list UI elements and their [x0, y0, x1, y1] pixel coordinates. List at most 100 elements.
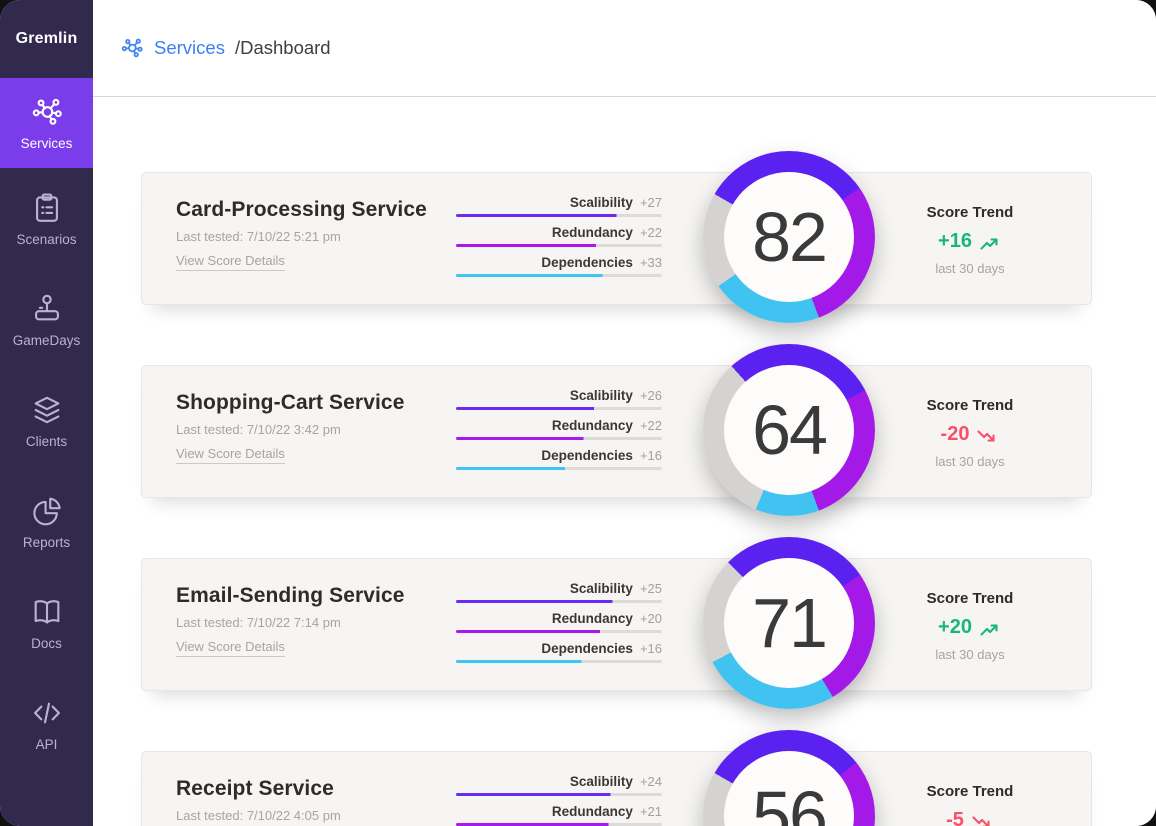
metric-label: Scalibility	[569, 774, 633, 789]
services-network-icon	[30, 95, 64, 129]
sidebar-item-scenarios[interactable]: Scenarios	[0, 168, 93, 269]
service-card: Receipt Service Last tested: 7/10/22 4:0…	[141, 730, 1092, 826]
service-card: Email-Sending Service Last tested: 7/10/…	[141, 537, 1092, 709]
metric-value: +25	[639, 581, 662, 596]
metric-label: Scalibility	[569, 581, 633, 596]
metric-row: Dependencies +16	[456, 448, 662, 470]
metric-progress-bar	[456, 467, 662, 470]
breadcrumb-link-services[interactable]: Services	[154, 37, 225, 58]
score-trend-caption: last 30 days	[935, 454, 1005, 469]
last-tested-label: Last tested: 7/10/22 5:21 pm	[176, 229, 341, 244]
metric-value: +24	[639, 774, 662, 789]
metric-row: Redundancy +22	[456, 418, 662, 440]
score-trend-value: +20	[892, 616, 1048, 639]
score-trend-value: -5	[892, 809, 1048, 826]
score-trend-value: +16	[892, 230, 1048, 253]
sidebar-item-label: API	[35, 736, 58, 752]
sidebar-item-reports[interactable]: Reports	[0, 471, 93, 572]
metric-value: +20	[639, 611, 662, 626]
sidebar-item-docs[interactable]: Docs	[0, 572, 93, 673]
breadcrumb-current-page: /Dashboard	[234, 37, 331, 58]
metric-label: Redundancy	[551, 225, 633, 240]
metric-row: Scalibility +24	[456, 774, 662, 796]
score-value: 56	[752, 777, 828, 826]
metric-value: +33	[639, 255, 662, 270]
trend-down-icon	[972, 813, 994, 826]
score-trend-panel: Score Trend -5	[892, 783, 1048, 826]
metric-row: Redundancy +22	[456, 225, 662, 247]
score-ring: 64	[703, 344, 875, 516]
metrics-panel: Scalibility +26 Redundancy +22 Dependenc…	[456, 388, 662, 478]
metric-progress-bar	[456, 244, 662, 247]
sidebar-item-services[interactable]: Services	[0, 78, 93, 168]
score-value: 71	[752, 584, 828, 662]
sidebar-item-label: GameDays	[12, 332, 81, 348]
score-trend-title: Score Trend	[926, 397, 1014, 414]
score-ring: 82	[703, 151, 875, 323]
score-trend-value: -20	[892, 423, 1048, 446]
trend-up-icon	[980, 620, 1002, 636]
metric-progress-bar	[456, 437, 662, 440]
metric-progress-bar	[456, 214, 662, 217]
reports-piechart-icon	[30, 494, 64, 528]
trend-up-icon	[980, 234, 1002, 250]
metric-progress-bar	[456, 823, 662, 826]
service-card: Shopping-Cart Service Last tested: 7/10/…	[141, 344, 1092, 516]
score-trend-caption: last 30 days	[935, 647, 1005, 662]
metrics-panel: Scalibility +24 Redundancy +21	[456, 774, 662, 826]
metric-row: Scalibility +25	[456, 581, 662, 603]
view-score-details-link[interactable]: View Score Details	[176, 446, 285, 464]
metric-progress-bar	[456, 793, 662, 796]
metric-progress-bar	[456, 600, 662, 603]
metric-value: +16	[639, 448, 662, 463]
service-name: Card-Processing Service	[176, 198, 427, 221]
view-score-details-link[interactable]: View Score Details	[176, 639, 285, 657]
score-value: 82	[752, 198, 828, 276]
metric-row: Scalibility +26	[456, 388, 662, 410]
score-trend-title: Score Trend	[926, 783, 1014, 800]
metric-label: Redundancy	[551, 804, 633, 819]
sidebar-item-gamedays[interactable]: GameDays	[0, 269, 93, 370]
metric-label: Redundancy	[551, 611, 633, 626]
sidebar-item-label: Docs	[31, 635, 62, 651]
sidebar: Gremlin Services Scenarios GameDays Clie…	[0, 0, 93, 826]
score-ring: 56	[703, 730, 875, 826]
service-card-list: Card-Processing Service Last tested: 7/1…	[93, 97, 1156, 826]
sidebar-item-clients[interactable]: Clients	[0, 370, 93, 471]
service-name: Email-Sending Service	[176, 584, 405, 607]
gamedays-joystick-icon	[30, 292, 64, 326]
metric-row: Dependencies +16	[456, 641, 662, 663]
sidebar-item-label: Reports	[22, 534, 71, 550]
metric-row: Redundancy +21	[456, 804, 662, 826]
breadcrumb: Services /Dashboard	[93, 0, 1156, 97]
metric-label: Dependencies	[541, 641, 633, 656]
metric-label: Redundancy	[551, 418, 633, 433]
main-area: Services /Dashboard Card-Processing Serv…	[93, 0, 1156, 826]
score-value: 64	[752, 391, 828, 469]
metric-row: Scalibility +27	[456, 195, 662, 217]
view-score-details-link[interactable]: View Score Details	[176, 253, 285, 271]
metric-progress-bar	[456, 630, 662, 633]
sidebar-item-label: Scenarios	[16, 231, 77, 247]
metric-label: Dependencies	[541, 448, 633, 463]
clients-layers-icon	[30, 393, 64, 427]
sidebar-item-api[interactable]: API	[0, 673, 93, 774]
metric-label: Scalibility	[569, 388, 633, 403]
api-code-icon	[30, 696, 64, 730]
score-trend-panel: Score Trend -20 last 30 days	[892, 397, 1048, 469]
metric-label: Scalibility	[569, 195, 633, 210]
service-name: Shopping-Cart Service	[176, 391, 405, 414]
metric-progress-bar	[456, 274, 662, 277]
metric-value: +27	[639, 195, 662, 210]
sidebar-nav: Services Scenarios GameDays Clients Repo…	[0, 78, 93, 774]
service-card: Card-Processing Service Last tested: 7/1…	[141, 151, 1092, 323]
metric-progress-bar	[456, 660, 662, 663]
metric-value: +22	[639, 225, 662, 240]
last-tested-label: Last tested: 7/10/22 3:42 pm	[176, 422, 341, 437]
metric-progress-bar	[456, 407, 662, 410]
score-trend-panel: Score Trend +20 last 30 days	[892, 590, 1048, 662]
score-trend-caption: last 30 days	[935, 261, 1005, 276]
metric-value: +16	[639, 641, 662, 656]
metrics-panel: Scalibility +27 Redundancy +22 Dependenc…	[456, 195, 662, 285]
